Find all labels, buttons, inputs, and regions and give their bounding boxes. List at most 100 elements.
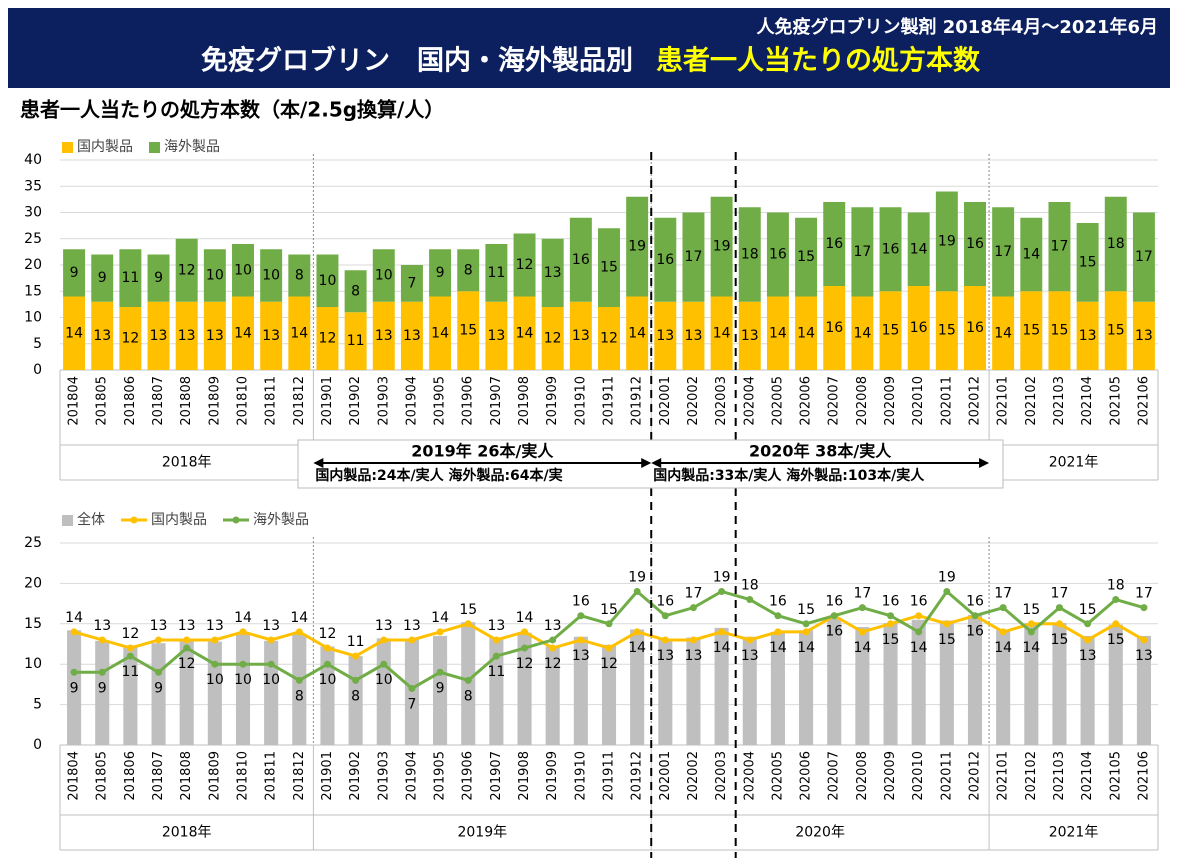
x-tick-label: 202011 — [939, 376, 954, 426]
bar-segment — [288, 296, 311, 370]
bar-segment — [935, 191, 958, 292]
bar-segment — [682, 212, 705, 302]
y-tick-label: 25 — [24, 231, 42, 247]
arrow-head — [651, 458, 662, 468]
data-label: 19 — [628, 239, 646, 255]
data-label: 15 — [1022, 602, 1040, 618]
group-label: 2018年 — [162, 825, 212, 841]
data-label: 15 — [1107, 323, 1125, 339]
data-label: 14 — [628, 325, 646, 341]
bar — [770, 631, 785, 745]
data-label: 10 — [375, 672, 393, 688]
data-label: 15 — [797, 602, 815, 618]
data-label: 13 — [741, 648, 759, 664]
data-label: 16 — [656, 252, 674, 268]
point — [408, 684, 416, 692]
bar — [292, 634, 307, 745]
data-label: 9 — [98, 680, 107, 696]
x-tick-label: 201807 — [151, 751, 166, 801]
bar — [95, 640, 110, 745]
chart-title: 患者一人当たりの処方本数（本/2.5g換算/人） — [20, 98, 444, 122]
point — [999, 604, 1007, 612]
data-label: 13 — [403, 328, 421, 344]
bar-segment — [654, 301, 677, 370]
data-label: 16 — [769, 594, 787, 610]
data-label: 15 — [1022, 323, 1040, 339]
data-label: 14 — [290, 610, 308, 626]
x-tick-label: 202008 — [855, 751, 870, 801]
point — [1055, 604, 1063, 612]
data-label: 16 — [966, 320, 984, 336]
data-label: 14 — [713, 640, 731, 656]
data-label: 15 — [1079, 254, 1097, 270]
data-label: 16 — [882, 594, 900, 610]
bar-segment — [710, 196, 733, 297]
header-title: 免疫グロブリン 国内・海外製品別 — [201, 45, 633, 77]
point — [999, 628, 1007, 636]
point — [70, 668, 78, 676]
point — [436, 628, 444, 636]
data-label: 14 — [994, 325, 1012, 341]
y-tick-label: 25 — [24, 535, 42, 551]
bar-segment — [879, 207, 902, 292]
point — [267, 660, 275, 668]
data-label: 13 — [487, 328, 505, 344]
point — [1055, 620, 1063, 628]
point — [70, 628, 78, 636]
data-label: 13 — [206, 328, 224, 344]
data-label: 15 — [1107, 632, 1125, 648]
x-tick-label: 202002 — [686, 751, 701, 801]
data-label: 18 — [741, 578, 759, 594]
data-label: 13 — [685, 648, 703, 664]
data-label: 14 — [1022, 247, 1040, 263]
x-tick-label: 201812 — [292, 376, 307, 426]
point — [605, 644, 613, 652]
data-label: 9 — [154, 270, 163, 286]
y-tick-label: 15 — [24, 616, 42, 632]
bar — [742, 636, 757, 745]
data-label: 12 — [319, 331, 337, 347]
bar — [179, 639, 194, 745]
data-label: 12 — [121, 626, 139, 642]
x-tick-label: 201909 — [545, 376, 560, 426]
data-label: 13 — [178, 618, 196, 634]
point — [155, 636, 163, 644]
data-label: 15 — [1051, 323, 1069, 339]
bar — [939, 620, 954, 745]
bar-segment — [907, 286, 930, 370]
bar-segment — [598, 307, 620, 370]
point — [1112, 620, 1120, 628]
point — [211, 660, 219, 668]
data-label: 10 — [234, 262, 252, 278]
x-tick-label: 201907 — [489, 376, 504, 426]
bar-segment — [91, 254, 114, 302]
data-label: 15 — [797, 249, 815, 265]
group-label: 2019年 — [457, 825, 507, 841]
x-tick-label: 201810 — [236, 751, 251, 801]
point — [605, 620, 613, 628]
bar — [207, 641, 222, 745]
point — [521, 644, 529, 652]
bar-segment — [372, 301, 395, 370]
point — [464, 676, 472, 684]
point — [155, 668, 163, 676]
data-label: 14 — [234, 325, 252, 341]
data-label: 14 — [853, 325, 871, 341]
bar-segment — [964, 286, 986, 370]
x-tick-label: 202004 — [742, 751, 757, 801]
data-label: 12 — [544, 656, 562, 672]
data-label: 15 — [600, 260, 618, 276]
x-tick-label: 201903 — [376, 376, 391, 426]
data-label: 14 — [853, 640, 871, 656]
bar — [967, 614, 983, 745]
annotation-detail: 国内製品:24本/実人 海外製品:64本/実 — [315, 467, 562, 484]
bar — [489, 637, 504, 745]
y-tick-label: 0 — [33, 737, 42, 753]
legend-label: 海外製品 — [164, 139, 220, 155]
x-tick-label: 201912 — [630, 376, 645, 426]
bar-segment — [541, 238, 564, 307]
x-tick-label: 201909 — [545, 751, 560, 801]
data-label: 15 — [938, 323, 956, 339]
data-label: 13 — [93, 328, 111, 344]
bar-segment — [232, 296, 254, 370]
